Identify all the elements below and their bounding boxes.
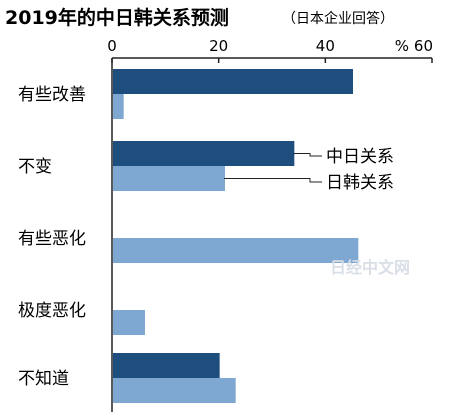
x-tick-label: 40 [316, 37, 335, 55]
x-tick-label: 0 [107, 37, 117, 55]
chart-title: 2019年的中日韩关系预测 [5, 6, 229, 29]
x-tick-label: 60 [414, 37, 433, 55]
axis-layer: 0 20 40 60% [107, 37, 433, 412]
bar [113, 166, 225, 191]
category-label: 有些改善 [18, 85, 86, 105]
category-label: 极度恶化 [18, 301, 86, 321]
x-tick-label: 20 [209, 37, 228, 55]
watermark: 日经中文网 [330, 258, 410, 277]
legend-leader-line [293, 153, 322, 157]
legend-leader-line [224, 178, 322, 183]
bar [113, 141, 295, 166]
bar [113, 94, 124, 119]
bar [113, 353, 220, 378]
bar [113, 310, 145, 335]
category-label: 不知道 [18, 369, 69, 389]
category-label: 不变 [18, 157, 52, 177]
bar [113, 238, 359, 263]
bar [113, 378, 236, 403]
category-label: 有些恶化 [18, 229, 86, 249]
chart-subtitle: （日本企业回答） [282, 10, 394, 27]
unit-label: % [395, 37, 409, 55]
legend-label: 日韩关系 [326, 173, 394, 193]
bar [113, 69, 353, 94]
bar-layer [113, 69, 359, 403]
legend-label: 中日关系 [326, 147, 394, 167]
